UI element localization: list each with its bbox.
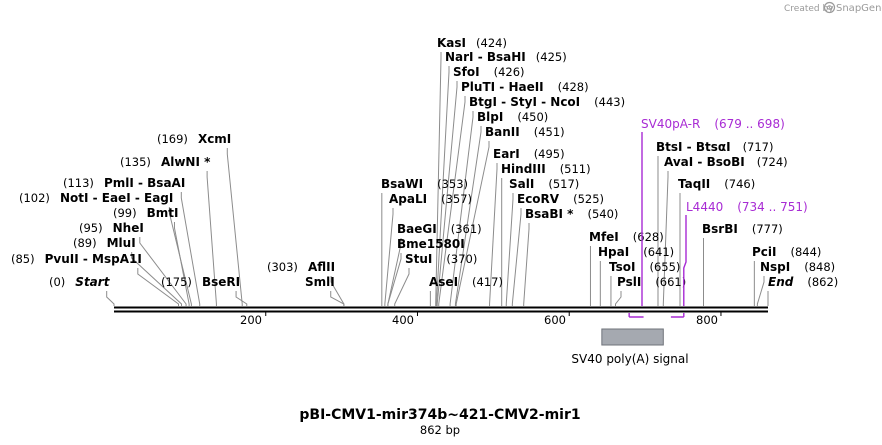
tick-label-200: 200 [240, 313, 262, 327]
site-leader-line [436, 81, 458, 306]
site-leader-line [756, 276, 765, 306]
site-label-nari[interactable]: NarI - BsaHI (425) [445, 50, 567, 64]
site-leader-line [449, 111, 474, 306]
site-leader-line [387, 253, 402, 306]
site-label-tsoi[interactable]: TsoI (655) [609, 260, 680, 274]
site-label-bseri[interactable]: (175) BseRI [161, 275, 240, 289]
snapgene-logo-icon [823, 1, 836, 14]
site-leader-line [615, 291, 622, 306]
primer-label-sv40pa-r[interactable]: SV40pA-R (679 .. 698) [641, 117, 785, 131]
site-label-xcmi[interactable]: (169) XcmI [157, 132, 231, 146]
site-label-bsrbi[interactable]: BsrBI (777) [702, 222, 783, 236]
site-label-avai[interactable]: AvaI - BsoBI (724) [664, 155, 788, 169]
site-leader-line [394, 268, 410, 306]
site-label-baegi[interactable]: BaeGI (361) [397, 222, 482, 236]
site-label-btgi[interactable]: BtgI - StyI - NcoI (443) [469, 95, 625, 109]
tick-label-600: 600 [544, 313, 566, 327]
site-label-nspi[interactable]: NspI (848) [760, 260, 835, 274]
site-label-aflii[interactable]: (303) AflII [267, 260, 335, 274]
site-label-pcii[interactable]: PciI (844) [752, 245, 821, 259]
map-length: 862 bp [420, 423, 460, 437]
primer-label-l4440[interactable]: L4440 (734 .. 751) [686, 200, 808, 214]
site-leader-line [438, 96, 466, 306]
site-label-asei[interactable]: AseI (417) [429, 275, 503, 289]
site-leader-line [226, 148, 243, 306]
tick-label-800: 800 [696, 313, 718, 327]
site-label-nhei[interactable]: (95) NheI [79, 221, 144, 235]
site-label-pluti[interactable]: PluTI - HaeII (428) [461, 80, 589, 94]
site-leader-line [489, 163, 498, 306]
site-label-mfei[interactable]: MfeI (628) [589, 230, 664, 244]
site-label-bsabi[interactable]: BsaBI * (540) [525, 207, 618, 221]
site-leader-line [511, 208, 522, 306]
site-label-bmti[interactable]: (99) BmtI [113, 206, 178, 220]
credit-brand: SnapGene [836, 3, 882, 14]
site-leader-line [384, 208, 394, 306]
site-label-end[interactable]: End (862) [768, 275, 838, 289]
site-label-hindiii[interactable]: HindIII (511) [501, 162, 591, 176]
site-leader-line [131, 252, 183, 306]
site-leader-line [168, 207, 192, 306]
site-label-pmli[interactable]: (113) PmlI - BsaAI [63, 176, 185, 190]
site-leader-line [106, 291, 115, 306]
site-leader-line [523, 223, 530, 306]
snapgene-logo-mark [826, 5, 833, 10]
site-leader-line [454, 126, 482, 306]
site-label-noti[interactable]: (102) NotI - EaeI - EagI [19, 191, 173, 205]
sequence-backbone [114, 306, 768, 313]
site-label-psli[interactable]: PslI (661) [617, 275, 686, 289]
site-leader-line [180, 192, 201, 306]
tick-label-400: 400 [392, 313, 414, 327]
site-leader-lines [106, 52, 769, 306]
site-leader-line [206, 171, 217, 306]
ruler-ticks: 200 400 600 800 [240, 312, 722, 327]
site-label-eari[interactable]: EarI (495) [493, 147, 565, 161]
primer-arrow-l4440 [670, 313, 685, 318]
site-label-start[interactable]: (0) Start [49, 275, 111, 289]
site-label-blpi[interactable]: BlpI (450) [477, 110, 548, 124]
site-label-bme1580i[interactable]: Bme1580I [397, 237, 465, 251]
primer-arrow-sv40pa-r [628, 313, 644, 318]
site-leader-line [137, 268, 179, 306]
map-title: pBI-CMV1-mir374b~421-CMV2-mir1 [299, 407, 580, 423]
credit-created-by: Created by [784, 4, 834, 14]
site-label-stui[interactable]: StuI (370) [405, 252, 477, 266]
site-leader-line [662, 171, 669, 306]
site-leader-line [455, 141, 490, 306]
site-label-pvuii[interactable]: (85) PvuII - MspA1I [11, 252, 142, 266]
site-leader-line [330, 291, 345, 306]
snapgene-credit: Created by SnapGene [784, 1, 882, 14]
site-label-sfoi[interactable]: SfoI (426) [453, 65, 525, 79]
feature-label-sv40-polya: SV40 poly(A) signal [571, 352, 688, 366]
site-leader-line [435, 52, 442, 306]
features: SV40 poly(A) signal [571, 328, 689, 366]
site-label-taqii[interactable]: TaqII (746) [678, 177, 755, 191]
site-label-hpai[interactable]: HpaI (641) [598, 245, 674, 259]
site-label-bsawi[interactable]: BsaWI (353) [381, 177, 468, 191]
site-label-kasi[interactable]: KasI (424) [437, 36, 507, 50]
site-label-ecorv[interactable]: EcoRV (525) [517, 192, 604, 206]
site-label-apali[interactable]: ApaLI (357) [389, 192, 472, 206]
site-leader-line [235, 291, 248, 306]
primer-marks [628, 132, 687, 318]
site-label-smli[interactable]: SmlI [305, 275, 335, 289]
site-leader-line [505, 193, 514, 306]
primer-leader-l4440 [683, 215, 687, 306]
site-label-alwni[interactable]: (135) AlwNI * [120, 155, 211, 169]
site-label-mlui[interactable]: (89) MluI [73, 236, 136, 250]
site-leader-line [139, 237, 187, 306]
feature-sv40-polya[interactable] [601, 328, 664, 346]
site-label-sali[interactable]: SalI (517) [509, 177, 579, 191]
primers: SV40pA-R (679 .. 698) L4440 (734 .. 751) [628, 117, 808, 318]
site-leader-line [435, 66, 450, 306]
site-labels: (0) Start (85) PvuII - MspA1I (89) MluI (95… [11, 36, 838, 289]
site-label-banii[interactable]: BanII (451) [485, 125, 565, 139]
site-label-btsi[interactable]: BtsI - BtsαI (717) [656, 140, 774, 154]
